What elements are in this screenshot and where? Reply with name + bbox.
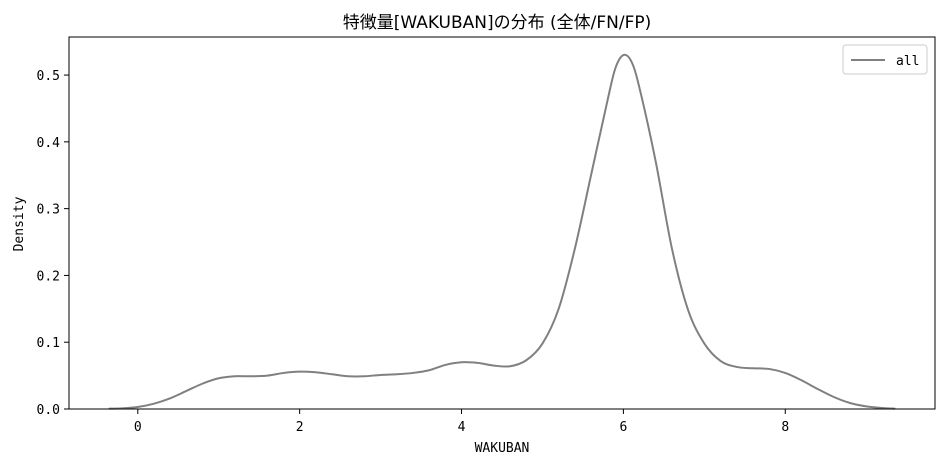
x-tick-label: 0	[134, 420, 142, 435]
plot-area	[69, 37, 935, 409]
series-layer	[108, 53, 896, 410]
plot-frame	[68, 36, 936, 410]
chart-title: 特徴量[WAKUBAN]の分布 (全体/FN/FP)	[343, 13, 652, 33]
y-tick-label: 0.2	[37, 269, 60, 284]
x-tick-label: 2	[296, 420, 304, 435]
legend: all	[842, 44, 928, 75]
x-axis: 0 2 4 6 8	[134, 409, 789, 435]
x-axis-label: WAKUBAN	[475, 441, 530, 456]
legend-label-all: all	[896, 54, 919, 69]
y-tick-label: 0.4	[37, 136, 61, 151]
y-tick-label: 0.5	[37, 69, 60, 84]
y-tick-label: 0.1	[37, 336, 60, 351]
y-tick-label: 0.3	[37, 203, 60, 218]
y-axis: 0.0 0.1 0.2 0.3 0.4 0.5	[37, 69, 69, 418]
x-tick-label: 8	[781, 420, 789, 435]
series-line-all	[108, 53, 896, 410]
y-tick-label: 0.0	[37, 403, 60, 418]
x-tick-label: 4	[458, 420, 466, 435]
y-axis-label: Density	[12, 196, 27, 251]
x-tick-label: 6	[619, 420, 627, 435]
